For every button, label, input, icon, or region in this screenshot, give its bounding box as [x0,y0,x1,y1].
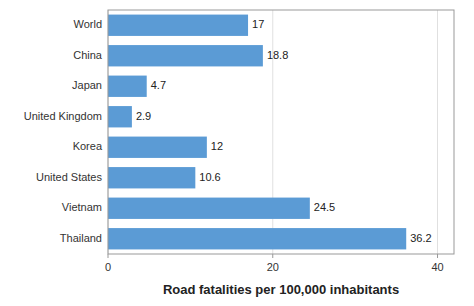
data-label: 18.8 [267,49,288,61]
bar [108,167,195,188]
tick-mark [437,254,438,258]
tick-mark [108,254,109,258]
data-label: 24.5 [314,201,335,213]
category-label: Vietnam [62,201,102,213]
data-label: 2.9 [136,110,151,122]
bar [108,45,263,66]
data-labels: 36.2 24.5 10.6 12 2.9 4.7 18.8 17 [136,18,432,244]
category-label: Korea [73,140,103,152]
data-label: 12 [211,140,223,152]
category-label: China [73,49,103,61]
grid-line [437,10,438,254]
bar [108,106,132,127]
category-label: Japan [72,79,102,91]
chart-container: 36.2 24.5 10.6 12 2.9 4.7 18.8 17 Thailand Vietna… [0,0,474,306]
data-label: 17 [252,18,264,30]
tick-label: 40 [431,261,443,273]
category-label: World [73,18,102,30]
bar [108,228,406,249]
tick-mark [272,254,273,258]
grid [108,10,438,254]
bar [108,137,207,158]
data-label: 4.7 [151,79,166,91]
category-label: United States [36,171,103,183]
tick-label: 0 [105,261,111,273]
x-axis: 0 20 40 [105,254,444,273]
y-axis: Thailand Vietnam United States Korea United … [24,18,103,244]
bars [108,15,406,250]
x-axis-title: Road fatalities per 100,000 inhabitants [163,282,399,297]
bar [108,76,147,97]
bar [108,198,310,219]
data-label: 36.2 [410,232,431,244]
plot-frame [108,10,454,254]
category-label: United Kingdom [24,110,102,122]
category-label: Thailand [60,232,102,244]
chart-svg: 36.2 24.5 10.6 12 2.9 4.7 18.8 17 Thailand Vietna… [0,0,474,306]
bar [108,15,248,36]
data-label: 10.6 [199,171,220,183]
tick-label: 20 [267,261,279,273]
